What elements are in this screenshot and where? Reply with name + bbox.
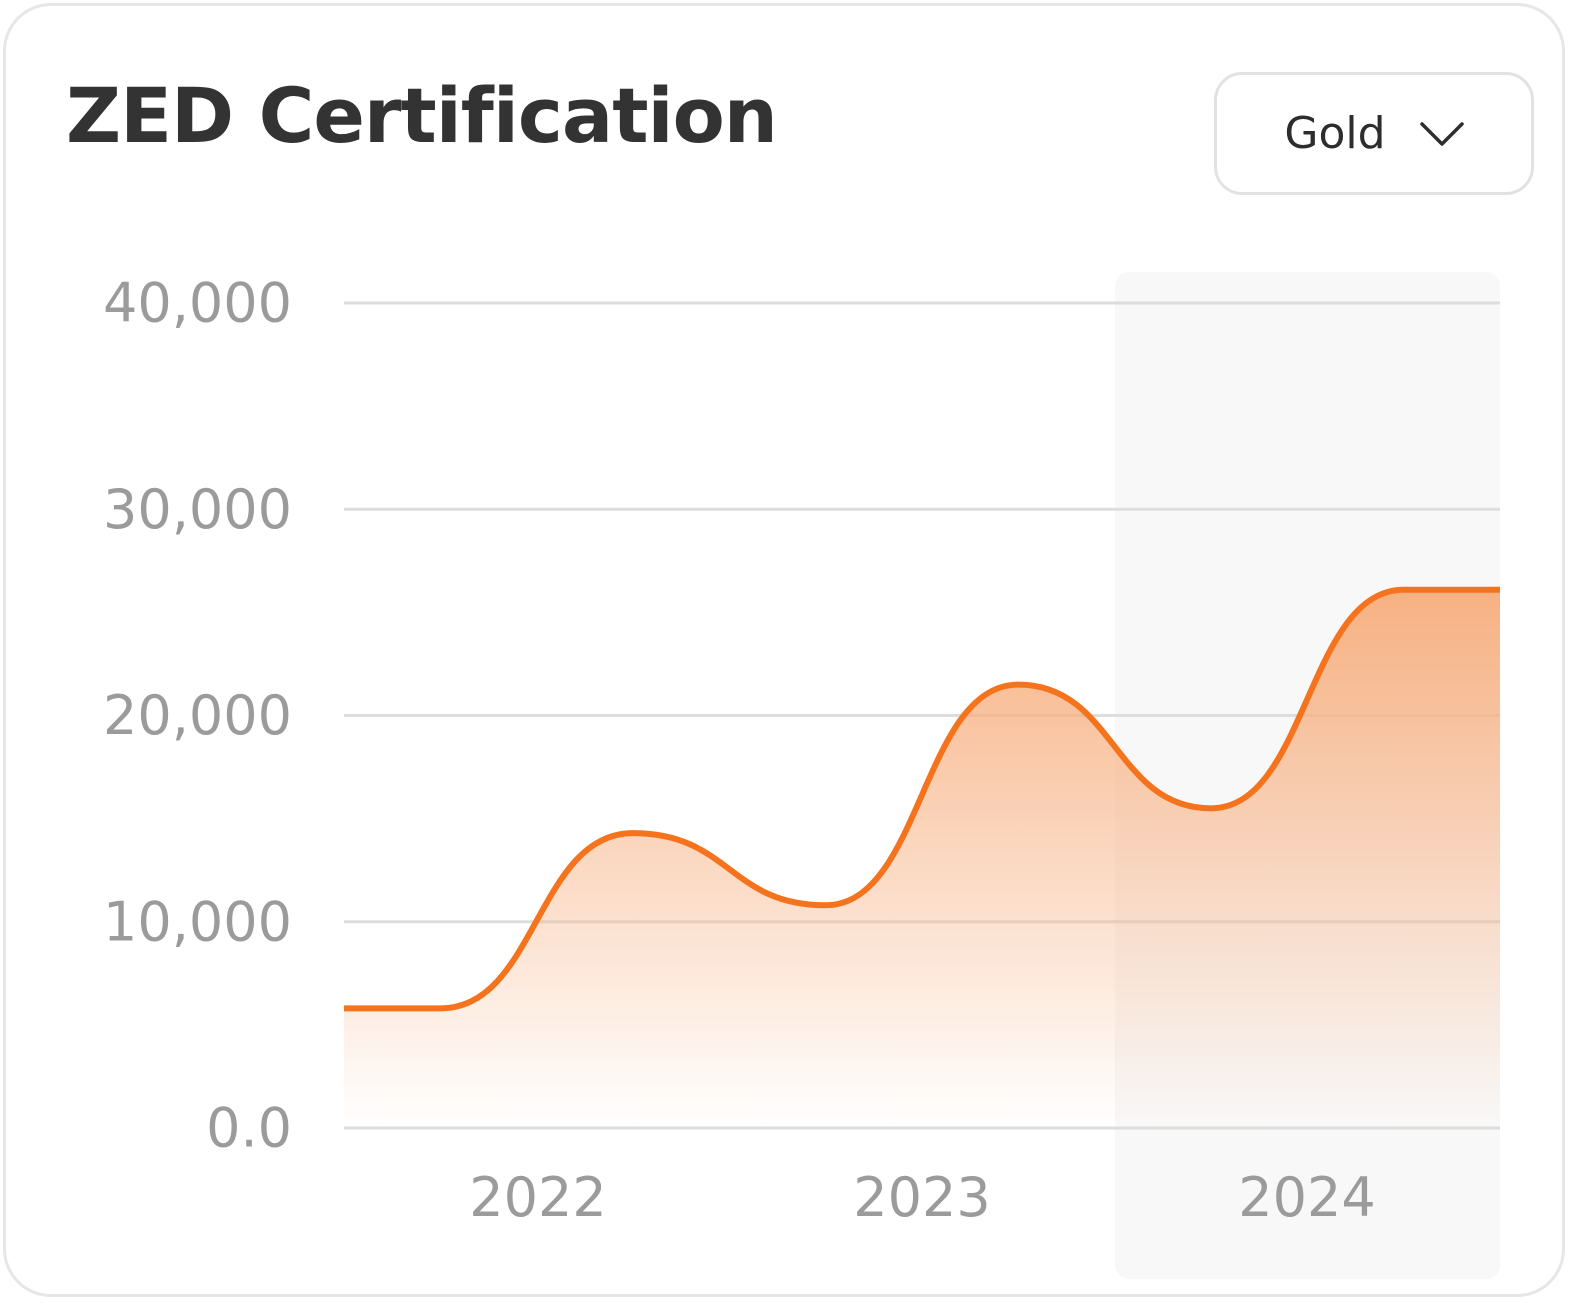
y-tick-label: 10,000 xyxy=(103,890,292,953)
chevron-down-icon xyxy=(1419,121,1464,146)
x-tick-label: 2024 xyxy=(1238,1166,1375,1229)
card-title: ZED Certification xyxy=(66,71,778,160)
x-tick-label: 2022 xyxy=(469,1166,606,1229)
y-tick-label: 0.0 xyxy=(206,1097,292,1160)
series-line xyxy=(344,586,1500,1012)
y-tick-label: 40,000 xyxy=(103,272,292,335)
tier-filter-dropdown[interactable]: Gold xyxy=(1214,72,1534,195)
area-fill xyxy=(344,589,1500,1128)
x-tick-label: 2023 xyxy=(853,1166,990,1229)
y-tick-label: 30,000 xyxy=(103,478,292,541)
dropdown-selected-value: Gold xyxy=(1284,107,1386,159)
y-tick-label: 20,000 xyxy=(103,684,292,747)
